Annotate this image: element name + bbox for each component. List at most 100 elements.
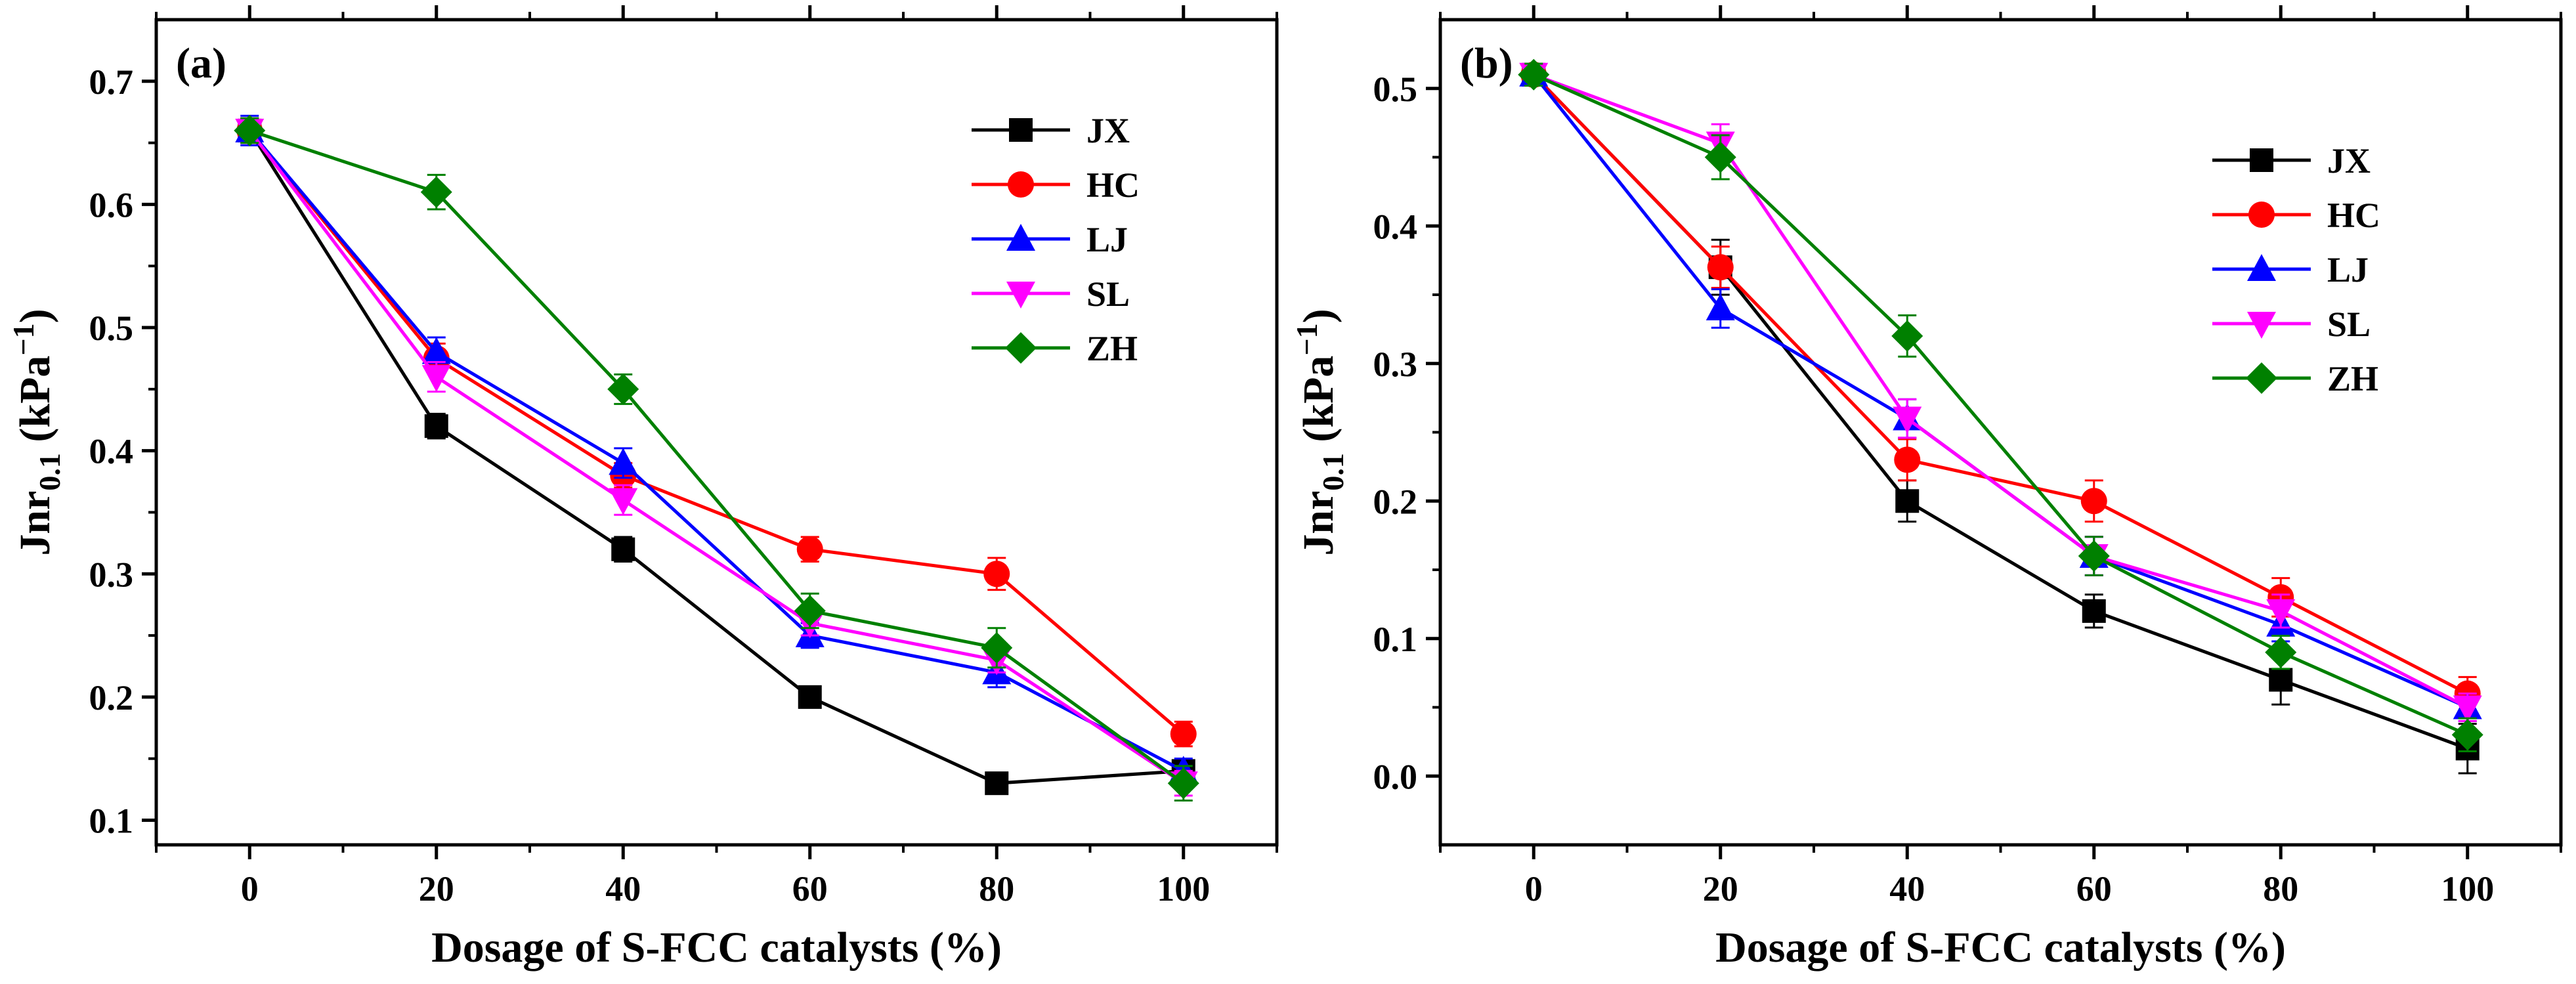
data-point	[1891, 320, 1923, 352]
data-point	[234, 114, 266, 146]
y-tick-label: 0.7	[89, 62, 134, 102]
data-point	[985, 771, 1009, 796]
y-axis-title-close: )	[1295, 309, 1342, 323]
data-point	[2266, 599, 2296, 626]
data-point	[2265, 636, 2297, 668]
legend-item-hc: HC	[972, 165, 1140, 205]
series-lj	[235, 114, 1198, 784]
x-tick-label: 80	[979, 869, 1014, 909]
panel-b: 0 20 40 60 80 100 0.0 0.1 0.2 0.3 0.4 0.5 Dosage of …	[1290, 5, 2563, 972]
legend-marker	[1005, 332, 1037, 364]
y-axis-title: Jnr0.1 (kPa−1)	[1290, 309, 1350, 555]
y-tick-label: 0.4	[1373, 207, 1418, 246]
legend: JX HC LJ SL ZH	[2212, 141, 2380, 398]
data-point	[1170, 721, 1197, 748]
legend-item-hc: HC	[2212, 196, 2380, 235]
data-point	[1707, 254, 1734, 281]
data-point	[2269, 668, 2293, 692]
legend-marker	[2246, 362, 2277, 394]
y-tick-label: 0.0	[1373, 757, 1418, 796]
data-point	[2082, 599, 2106, 623]
series-zh	[1518, 58, 2483, 753]
legend-item-zh: ZH	[2212, 359, 2378, 398]
legend-label: JX	[2327, 141, 2371, 181]
panel-label: (b)	[1460, 39, 1513, 87]
y-axis-title: Jnr0.1 (kPa−1)	[7, 309, 66, 555]
y-axis-title-close: )	[11, 309, 59, 323]
legend: JX HC LJ SL ZH	[972, 111, 1140, 368]
legend-item-jx: JX	[972, 111, 1130, 150]
series-sl	[235, 117, 1198, 799]
x-tick-label: 40	[1889, 869, 1925, 909]
data-point	[609, 448, 638, 475]
series-hc	[236, 117, 1197, 748]
y-axis-title-main: Jnr	[11, 491, 59, 556]
y-tick-label: 0.2	[1373, 482, 1418, 521]
data-point	[421, 365, 451, 393]
legend-label: LJ	[1086, 220, 1128, 259]
panel-a: 0 20 40 60 80 100 0.1 0.2 0.3 0.4 0.5 0.6 0.7 Dosage …	[7, 5, 1279, 972]
data-point	[611, 537, 635, 561]
legend-label: HC	[1086, 165, 1140, 205]
legend-label: JX	[1086, 111, 1130, 150]
x-tick-label: 0	[241, 869, 259, 909]
legend-label: SL	[1086, 274, 1130, 314]
data-point	[2453, 695, 2482, 723]
data-point	[1518, 58, 1550, 91]
series-line	[248, 129, 1185, 736]
y-tick-label: 0.5	[89, 309, 134, 348]
legend-marker	[1006, 224, 1035, 251]
y-axis-title-superscript: −1	[7, 323, 40, 355]
legend-marker	[2247, 312, 2276, 339]
series-line	[1533, 73, 2468, 737]
y-axis-title-main: Jnr	[1295, 491, 1342, 556]
y-tick-label: 0.3	[1373, 345, 1418, 384]
y-axis: 0.0 0.1 0.2 0.3 0.4 0.5	[1373, 70, 1440, 796]
data-point	[609, 488, 638, 515]
series-line	[248, 129, 1184, 773]
data-point	[2078, 540, 2110, 572]
series-line	[248, 129, 1184, 785]
x-tick-label: 60	[2076, 869, 2112, 909]
series-zh	[234, 114, 1199, 802]
x-tick-label: 100	[2441, 869, 2494, 909]
y-tick-label: 0.4	[89, 432, 134, 471]
legend-marker	[2247, 254, 2276, 281]
y-axis-title-superscript: −1	[1290, 323, 1323, 355]
data-point	[1706, 293, 1735, 320]
data-point	[1704, 141, 1736, 173]
y-axis-title-unit: (kPa	[11, 356, 59, 454]
data-point	[607, 373, 639, 405]
legend-label: LJ	[2327, 250, 2369, 289]
legend-label: ZH	[1086, 329, 1138, 368]
data-point	[794, 595, 826, 627]
series-line	[248, 129, 1185, 785]
data-point	[796, 536, 823, 563]
x-tick-label: 0	[1525, 869, 1543, 909]
data-point	[1895, 489, 1920, 513]
y-tick-label: 0.6	[89, 185, 134, 225]
legend-label: HC	[2327, 196, 2380, 235]
x-axis-title: Dosage of S-FCC catalysts (%)	[431, 924, 1002, 972]
x-axis: 0 20 40 60 80 100	[155, 5, 1278, 909]
series-line	[1533, 73, 2468, 709]
data-point	[424, 414, 448, 439]
x-tick-label: 20	[419, 869, 454, 909]
y-axis-title-subscript: 0.1	[33, 453, 66, 491]
y-axis-title-subscript: 0.1	[1316, 453, 1350, 491]
data-point	[981, 631, 1013, 664]
legend-label: ZH	[2327, 359, 2378, 398]
y-tick-label: 0.1	[89, 801, 134, 840]
x-tick-label: 20	[1703, 869, 1738, 909]
legend-marker	[1006, 282, 1035, 309]
data-point	[1167, 767, 1199, 800]
x-tick-label: 60	[792, 869, 828, 909]
data-point	[1894, 446, 1921, 473]
data-point	[2451, 719, 2483, 751]
y-tick-label: 0.2	[89, 678, 134, 717]
legend-label: SL	[2327, 305, 2371, 344]
data-point	[983, 561, 1010, 588]
x-axis: 0 20 40 60 80 100	[1439, 5, 2562, 909]
legend-marker	[1009, 118, 1033, 142]
